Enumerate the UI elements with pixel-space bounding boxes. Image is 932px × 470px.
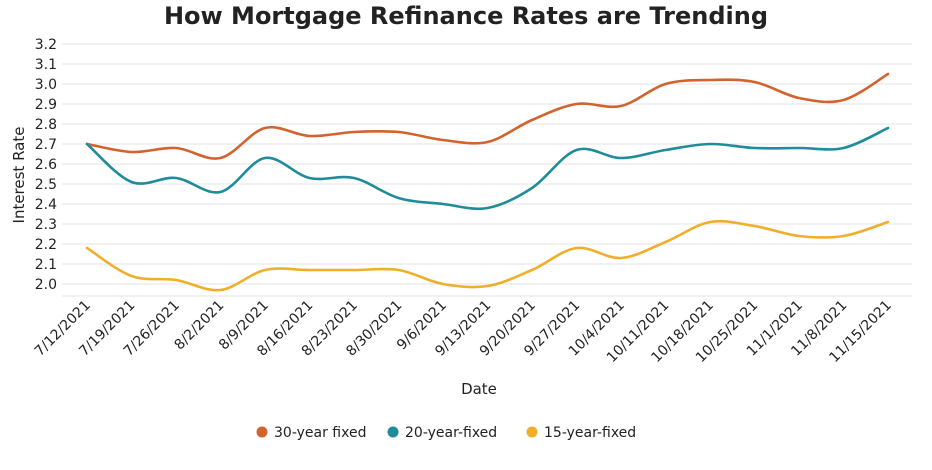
legend-label: 30-year fixed [274,425,366,441]
gridlines [62,43,912,297]
y-tick-label: 2.4 [35,197,57,213]
legend-item: 15-year-fixed [526,425,636,441]
legend: 30-year fixed 20-year-fixed 15-year-fixed [256,425,636,441]
y-axis-ticks: 2.0 2.1 2.2 2.3 2.4 2.5 2.6 2.7 2.8 2.9 3.0 3.1 3.2 [35,37,57,293]
series-lines [85,72,890,292]
y-tick-label: 2.6 [35,157,57,173]
chart-title: How Mortgage Refinance Rates are Trendin… [164,2,768,30]
legend-item: 20-year-fixed [387,425,497,441]
y-tick-label: 2.7 [35,137,57,153]
y-tick-label: 3.2 [35,37,57,53]
y-tick-label: 2.5 [35,177,57,193]
series-line-0 [85,72,890,160]
legend-marker [387,426,399,438]
y-axis-label: Interest Rate [10,127,28,224]
x-axis-ticks: 7/12/20217/19/20217/26/20218/2/20218/9/2… [32,298,895,366]
y-tick-label: 2.9 [35,97,57,113]
series-line-1 [85,126,890,211]
y-tick-label: 2.2 [35,237,57,253]
legend-marker [526,426,538,438]
legend-item: 30-year fixed [256,425,366,441]
y-tick-label: 2.3 [35,217,57,233]
x-axis-label: Date [461,380,497,398]
y-tick-label: 2.1 [35,257,57,273]
y-tick-label: 2.8 [35,117,57,133]
legend-marker [256,426,268,438]
y-tick-label: 3.0 [35,77,57,93]
y-tick-label: 3.1 [35,57,57,73]
y-tick-label: 2.0 [35,277,57,293]
series-line-2 [85,219,890,292]
legend-label: 15-year-fixed [544,425,636,441]
legend-label: 20-year-fixed [405,425,497,441]
